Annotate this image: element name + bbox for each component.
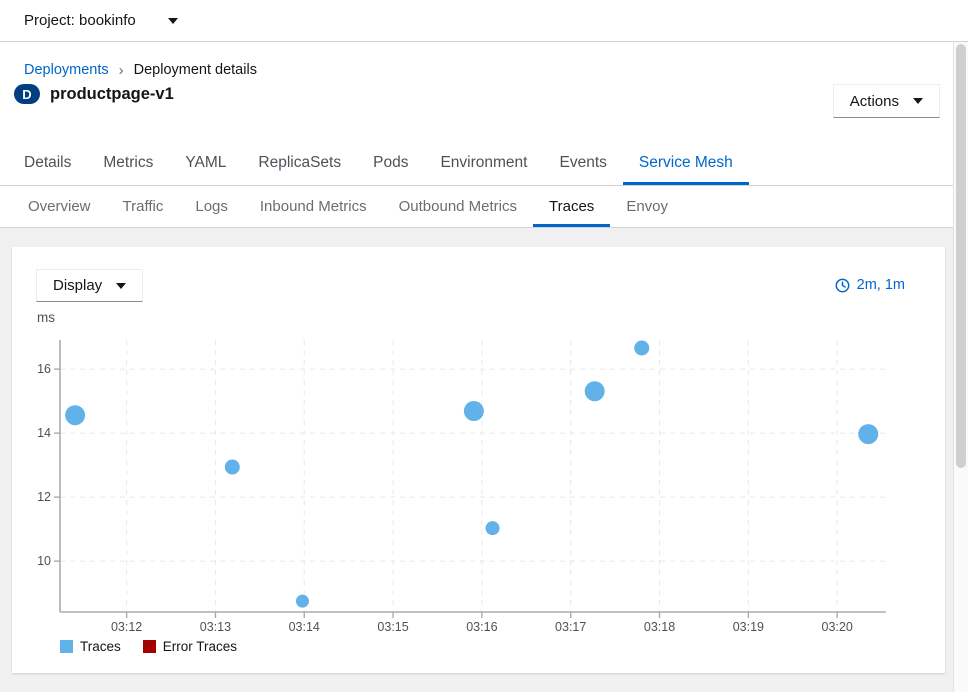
trace-point[interactable] bbox=[485, 521, 500, 536]
x-tick-label: 03:18 bbox=[644, 620, 675, 634]
project-selector-label: Project: bookinfo bbox=[24, 12, 136, 29]
page-header: Deployments › Deployment details D produ… bbox=[0, 42, 968, 141]
title-row: D productpage-v1 bbox=[14, 84, 174, 104]
traces-scatter-chart: 10 12 14 16 03:12 03:13 03:14 03:15 03:16 03:17 03… bbox=[37, 340, 886, 634]
display-dropdown-label: Display bbox=[53, 277, 103, 294]
y-tick-label: 12 bbox=[37, 490, 51, 504]
y-axis-unit-label: ms bbox=[37, 310, 55, 325]
subtab-outbound-metrics[interactable]: Outbound Metrics bbox=[398, 198, 518, 215]
service-mesh-subtabs: Overview Traffic Logs Inbound Metrics Outbou… bbox=[0, 186, 968, 228]
page-title: productpage-v1 bbox=[50, 84, 174, 103]
x-tick-label: 03:13 bbox=[200, 620, 231, 634]
tab-service-mesh[interactable]: Service Mesh bbox=[622, 141, 749, 185]
legend-item-error-traces[interactable]: Error Traces bbox=[142, 639, 238, 654]
trace-point[interactable] bbox=[858, 424, 879, 445]
breadcrumb-link-deployments[interactable]: Deployments bbox=[24, 62, 109, 78]
x-tick-label: 03:16 bbox=[466, 620, 497, 634]
legend-label: Traces bbox=[80, 639, 121, 654]
time-range-label: 2m, 1m bbox=[856, 277, 905, 293]
tab-environment[interactable]: Environment bbox=[440, 154, 528, 171]
clock-icon bbox=[835, 278, 850, 292]
subtab-logs[interactable]: Logs bbox=[195, 198, 228, 215]
subtab-traces[interactable]: Traces bbox=[533, 186, 611, 227]
actions-button[interactable]: Actions bbox=[832, 84, 940, 118]
vertical-scrollbar[interactable] bbox=[953, 42, 968, 692]
x-tick-label: 03:15 bbox=[377, 620, 408, 634]
deployment-badge: D bbox=[14, 84, 40, 104]
x-tick-label: 03:20 bbox=[822, 620, 853, 634]
y-tick-label: 14 bbox=[37, 426, 51, 440]
traces-card: Display 2m, 1m ms 10 12 14 16 03:12 03:13 03:1… bbox=[12, 247, 945, 673]
subtab-overview[interactable]: Overview bbox=[28, 198, 91, 215]
time-range-button[interactable]: 2m, 1m bbox=[835, 277, 905, 293]
caret-down-icon bbox=[167, 17, 178, 24]
breadcrumb: Deployments › Deployment details bbox=[24, 62, 257, 78]
y-tick-label: 16 bbox=[37, 362, 51, 376]
subtab-envoy[interactable]: Envoy bbox=[626, 198, 669, 215]
subtab-traffic[interactable]: Traffic bbox=[122, 198, 164, 215]
x-tick-label: 03:14 bbox=[289, 620, 320, 634]
content-area: Display 2m, 1m ms 10 12 14 16 03:12 03:13 03:1… bbox=[0, 228, 968, 692]
tab-replicasets[interactable]: ReplicaSets bbox=[258, 154, 342, 171]
tab-details[interactable]: Details bbox=[24, 154, 72, 171]
legend-label: Error Traces bbox=[162, 639, 238, 654]
x-tick-label: 03:12 bbox=[111, 620, 142, 634]
actions-button-label: Actions bbox=[849, 92, 899, 110]
display-dropdown[interactable]: Display bbox=[36, 269, 144, 302]
tab-pods[interactable]: Pods bbox=[373, 154, 409, 171]
project-selector[interactable]: Project: bookinfo bbox=[24, 12, 178, 29]
subtab-inbound-metrics[interactable]: Inbound Metrics bbox=[259, 198, 367, 215]
trace-point[interactable] bbox=[634, 340, 650, 356]
caret-down-icon bbox=[116, 282, 127, 289]
trace-point[interactable] bbox=[224, 459, 240, 475]
trace-point[interactable] bbox=[65, 405, 86, 426]
scrollbar-thumb[interactable] bbox=[956, 44, 966, 468]
caret-down-icon bbox=[913, 98, 923, 104]
legend-item-traces[interactable]: Traces bbox=[60, 639, 121, 654]
chart-legend: Traces Error Traces bbox=[60, 639, 237, 654]
y-tick-label: 10 bbox=[37, 554, 51, 568]
tab-metrics[interactable]: Metrics bbox=[103, 154, 154, 171]
breadcrumb-current: Deployment details bbox=[133, 62, 257, 78]
trace-point[interactable] bbox=[584, 381, 605, 402]
masthead: Project: bookinfo bbox=[0, 0, 968, 42]
trace-point[interactable] bbox=[295, 594, 309, 608]
x-tick-label: 03:17 bbox=[555, 620, 586, 634]
trace-point[interactable] bbox=[463, 401, 484, 422]
legend-swatch bbox=[60, 640, 73, 653]
main-tabs: Details Metrics YAML ReplicaSets Pods Environ… bbox=[0, 141, 968, 186]
tab-yaml[interactable]: YAML bbox=[185, 154, 227, 171]
legend-swatch bbox=[142, 640, 156, 653]
chevron-right-icon: › bbox=[118, 61, 124, 79]
x-tick-label: 03:19 bbox=[733, 620, 764, 634]
tab-events[interactable]: Events bbox=[559, 154, 607, 171]
